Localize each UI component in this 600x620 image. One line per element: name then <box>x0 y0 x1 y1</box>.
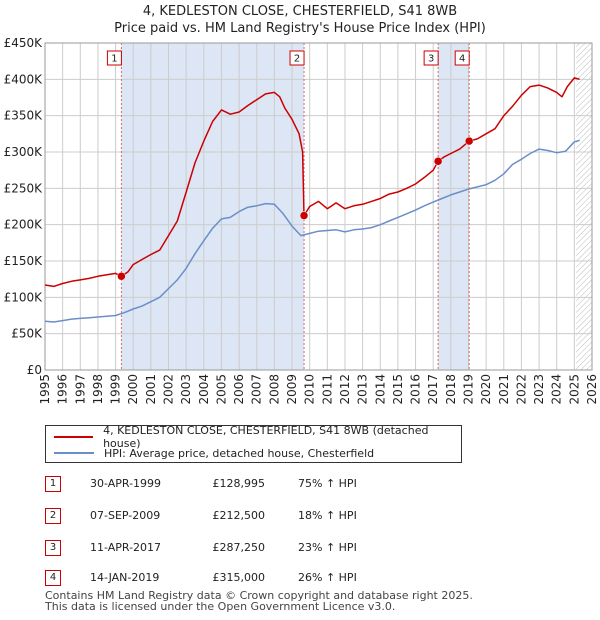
footer-credits: Contains HM Land Registry data © Crown c… <box>45 590 473 612</box>
sale-hpi-change: 18% ↑ HPI <box>298 509 357 522</box>
y-tick-label: £150K <box>4 254 44 268</box>
price-chart: 1 2 3 4 £0 £50K £100K £150K £200K £250K £300K £350K… <box>4 36 599 405</box>
x-tick-label: 2018 <box>444 374 458 405</box>
sale-number-label: 1 <box>111 54 117 65</box>
x-tick-label: 2017 <box>426 374 440 405</box>
y-tick-label: £200K <box>4 218 44 232</box>
sale-number-box <box>289 50 305 66</box>
sale-price: £128,995 <box>212 477 266 490</box>
x-tick-label: 2008 <box>267 374 281 405</box>
sale-number-badge: 1 <box>45 476 61 492</box>
x-tick-label: 2025 <box>567 374 581 405</box>
shaded-period <box>121 43 305 370</box>
x-tick-label: 2002 <box>162 374 176 405</box>
x-tick-label: 2021 <box>497 374 511 405</box>
x-tick-label: 1995 <box>38 374 52 405</box>
sale-number-label: 4 <box>459 54 465 65</box>
x-tick-label: 2001 <box>144 374 158 405</box>
sale-number-box <box>454 50 470 66</box>
x-tick-label: 2022 <box>514 374 528 405</box>
sale-price: £287,250 <box>212 541 266 554</box>
hpi-line-swatch <box>54 452 94 454</box>
footer-line-2: This data is licensed under the Open Gov… <box>45 600 396 613</box>
property-price-line <box>44 77 580 288</box>
sale-row: 2 07-SEP-2009 £212,500 18% ↑ HPI <box>0 508 600 532</box>
hpi-line <box>44 139 580 323</box>
x-tick-label: 2020 <box>479 374 493 405</box>
chart-legend: 4, KEDLESTON CLOSE, CHESTERFIELD, S41 8W… <box>45 424 462 463</box>
sale-number-badge: 3 <box>45 540 61 556</box>
sale-date: 07-SEP-2009 <box>90 509 161 522</box>
shaded-period <box>438 43 470 370</box>
y-tick-label: £350K <box>4 109 44 123</box>
legend-hpi-label: HPI: Average price, detached house, Ches… <box>104 446 375 460</box>
x-tick-label: 2015 <box>391 374 405 405</box>
y-tick-label: £250K <box>4 181 44 195</box>
chart-title-line2: Price paid vs. HM Land Registry's House … <box>114 21 486 36</box>
y-tick-label: £450K <box>4 36 44 50</box>
sale-point <box>433 157 443 166</box>
legend-property-label: 4, KEDLESTON CLOSE, CHESTERFIELD, S41 8W… <box>103 424 429 450</box>
sale-point <box>299 211 309 220</box>
sale-number-box <box>423 50 439 66</box>
y-tick-label: £50K <box>11 327 43 341</box>
y-tick-label: £100K <box>4 290 44 304</box>
x-tick-label: 2003 <box>179 374 193 405</box>
y-tick-label: £0 <box>27 363 42 377</box>
sale-date: 11-APR-2017 <box>90 541 162 554</box>
sale-point <box>464 136 474 146</box>
y-tick-label: £300K <box>4 145 44 159</box>
property-line-swatch <box>54 436 94 438</box>
x-tick-label: 2014 <box>373 374 387 405</box>
x-tick-label: 2026 <box>585 374 599 405</box>
sale-number-label: 3 <box>428 54 434 65</box>
plot-frame <box>44 42 593 371</box>
sale-row: 3 11-APR-2017 £287,250 23% ↑ HPI <box>0 540 600 564</box>
x-tick-label: 2004 <box>197 374 211 405</box>
x-tick-label: 2010 <box>303 374 317 405</box>
sale-row: 4 14-JAN-2019 £315,000 26% ↑ HPI <box>0 570 600 594</box>
sale-price: £212,500 <box>212 509 266 522</box>
sale-hpi-change: 26% ↑ HPI <box>298 571 357 584</box>
x-tick-label: 1996 <box>56 374 70 405</box>
sale-number-label: 2 <box>294 54 300 65</box>
x-tick-label: 1998 <box>91 374 105 405</box>
x-tick-label: 2012 <box>338 374 352 405</box>
x-tick-label: 2016 <box>409 374 423 405</box>
sale-date: 30-APR-1999 <box>90 477 162 490</box>
legend-item-hpi: HPI: Average price, detached house, Ches… <box>54 445 374 461</box>
x-tick-label: 2009 <box>285 374 299 405</box>
sale-number-badge: 2 <box>45 508 61 524</box>
x-tick-label: 1999 <box>109 374 123 405</box>
x-tick-label: 2005 <box>214 374 228 405</box>
x-tick-label: 2023 <box>532 374 546 405</box>
x-tick-label: 1997 <box>73 374 87 405</box>
sale-number-box <box>106 50 122 66</box>
sale-hpi-change: 75% ↑ HPI <box>298 477 357 490</box>
y-tick-label: £400K <box>4 72 44 86</box>
sale-row: 1 30-APR-1999 £128,995 75% ↑ HPI <box>0 476 600 500</box>
x-tick-label: 2007 <box>250 374 264 405</box>
x-tick-label: 2006 <box>232 374 246 405</box>
x-tick-label: 2024 <box>550 374 564 405</box>
x-tick-label: 2011 <box>320 374 334 405</box>
sale-number-badge: 4 <box>45 570 61 586</box>
sale-date: 14-JAN-2019 <box>90 571 160 584</box>
chart-title-line1: 4, KEDLESTON CLOSE, CHESTERFIELD, S41 8W… <box>142 4 458 19</box>
x-tick-label: 2019 <box>461 374 475 405</box>
x-tick-label: 2000 <box>126 374 140 405</box>
legend-item-property: 4, KEDLESTON CLOSE, CHESTERFIELD, S41 8W… <box>54 424 461 450</box>
x-tick-label: 2013 <box>356 374 370 405</box>
footer-line-1: Contains HM Land Registry data © Crown c… <box>45 589 473 602</box>
sale-price: £315,000 <box>212 571 266 584</box>
sale-point <box>117 272 126 281</box>
sale-hpi-change: 23% ↑ HPI <box>298 541 357 554</box>
hatched-region <box>576 43 592 370</box>
